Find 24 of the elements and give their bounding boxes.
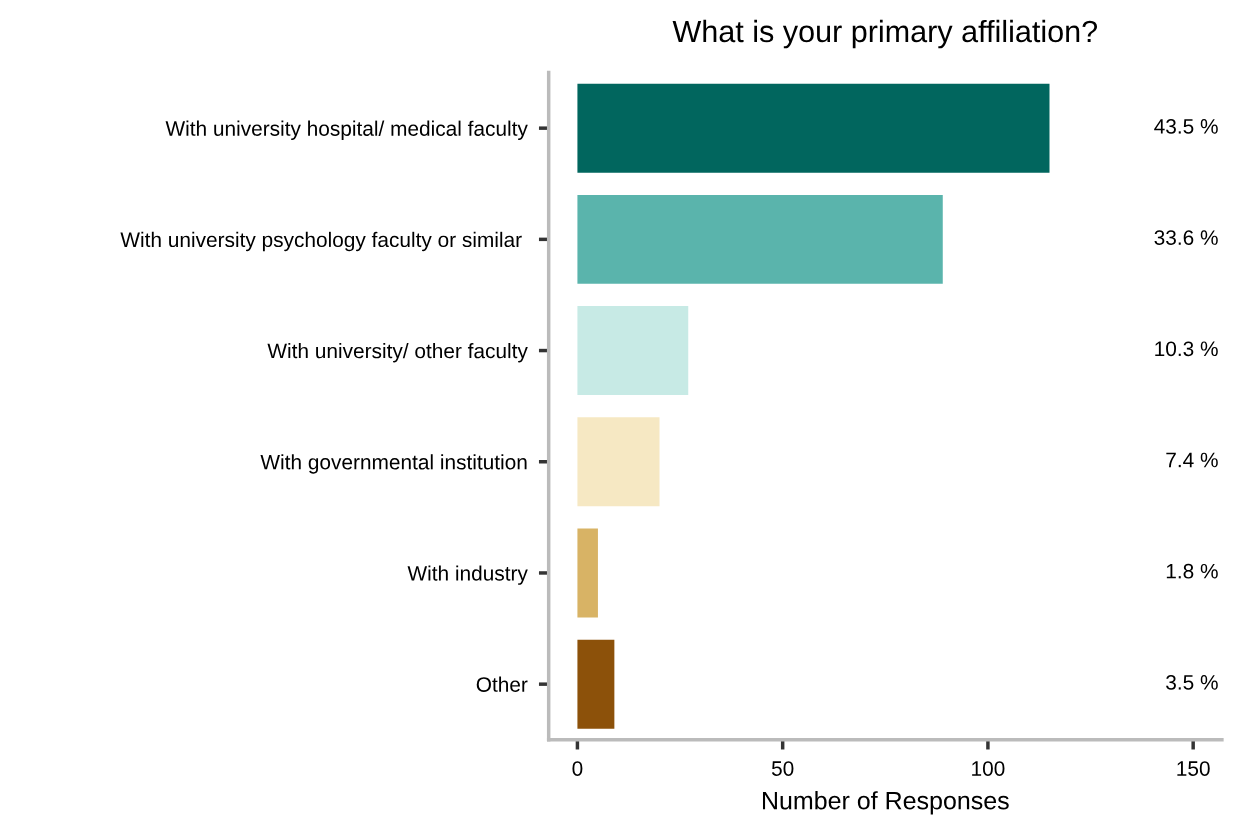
annotation: 33.6 % — [1154, 230, 1218, 245]
bar — [577, 417, 660, 507]
y-tick-label: With university psychology faculty or similar — [120, 231, 522, 252]
bar — [577, 528, 598, 618]
bar — [577, 83, 1050, 173]
bar — [577, 194, 943, 284]
annotation: 1.8 % — [1166, 563, 1218, 579]
x-axis-title: Number of Responses — [762, 791, 1009, 815]
annotation: 7.4 % — [1166, 452, 1218, 468]
y-tick-label: With governmental institution — [260, 454, 527, 474]
annotation: 43.5 % — [1154, 119, 1218, 134]
annotation: 10.3 % — [1155, 341, 1218, 357]
x-tick-label: 0 — [572, 761, 583, 776]
x-tick-label: 50 — [771, 761, 794, 776]
y-tick-label: With university hospital/ medical faculty — [165, 120, 528, 141]
annotation: 3.5 % — [1166, 675, 1218, 690]
bar — [577, 639, 615, 729]
y-tick-label: With university/ other faculty — [267, 343, 528, 363]
chart-title: What is your primary affiliation? — [672, 19, 1098, 49]
x-tick-label: 100 — [972, 761, 1005, 776]
y-tick-label: With industry — [407, 565, 528, 585]
x-tick-label: 150 — [1177, 761, 1210, 776]
y-tick-label: Other — [476, 676, 528, 692]
bar — [577, 306, 689, 396]
